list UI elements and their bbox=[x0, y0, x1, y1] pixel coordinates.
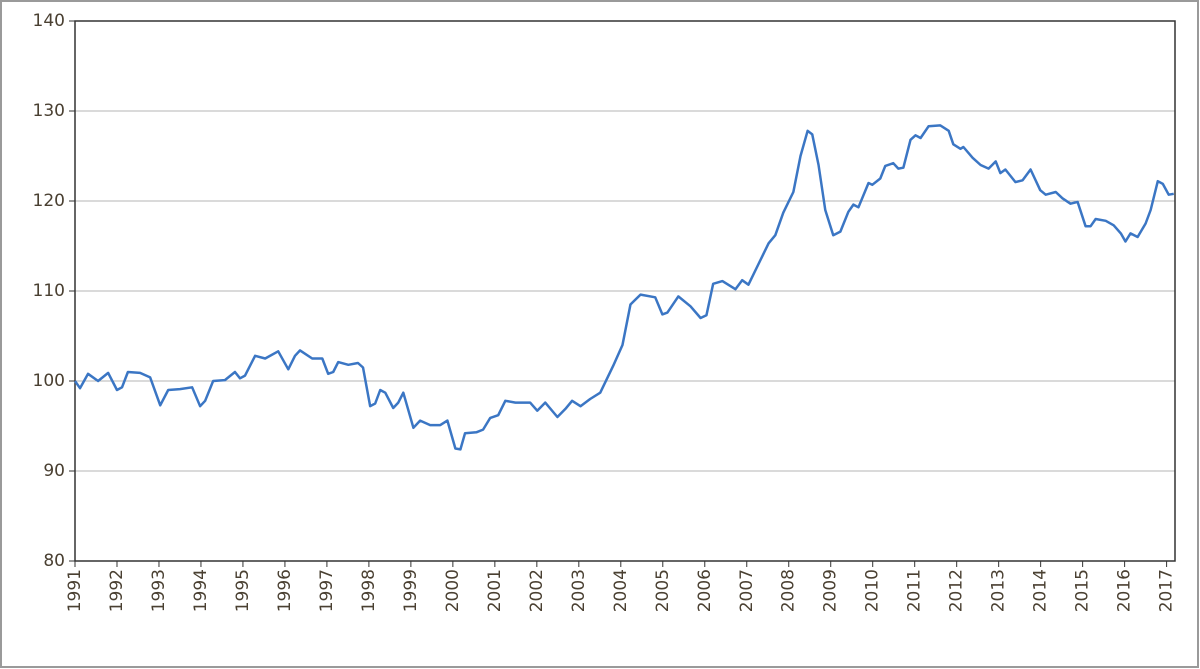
y-tick-label: 130 bbox=[33, 101, 65, 121]
x-tick-label: 1998 bbox=[359, 569, 379, 612]
x-tick-label: 2001 bbox=[485, 569, 505, 612]
y-tick-label: 80 bbox=[43, 551, 65, 571]
x-tick-label: 2006 bbox=[695, 569, 715, 612]
x-tick-label: 1999 bbox=[401, 569, 421, 612]
x-tick-label: 2003 bbox=[569, 569, 589, 612]
x-tick-label: 1997 bbox=[317, 569, 337, 612]
data-line bbox=[73, 124, 1174, 451]
x-tick-label: 2002 bbox=[527, 569, 547, 612]
x-tick-label: 2000 bbox=[443, 569, 463, 612]
x-tick-label: 1992 bbox=[107, 569, 127, 612]
x-tick-label: 2015 bbox=[1073, 569, 1093, 612]
x-tick-label: 2016 bbox=[1115, 569, 1135, 612]
x-tick-label: 2004 bbox=[611, 569, 631, 612]
x-tick-label: 2010 bbox=[863, 569, 883, 612]
x-tick-label: 1994 bbox=[191, 569, 211, 612]
x-tick-label: 2007 bbox=[737, 569, 757, 612]
x-tick-label: 2017 bbox=[1157, 569, 1177, 612]
x-tick-label: 2013 bbox=[989, 569, 1009, 612]
y-tick-label: 140 bbox=[33, 11, 65, 31]
y-tick-label: 100 bbox=[33, 371, 65, 391]
x-tick-label: 2009 bbox=[821, 569, 841, 612]
x-tick-label: 1996 bbox=[275, 569, 295, 612]
x-tick-label: 1993 bbox=[149, 569, 169, 612]
x-tick-label: 2012 bbox=[947, 569, 967, 612]
x-tick-label: 2008 bbox=[779, 569, 799, 612]
y-tick-label: 90 bbox=[43, 461, 65, 481]
x-tick-label: 2011 bbox=[905, 569, 925, 612]
plot-frame bbox=[74, 20, 1176, 562]
x-tick-label: 2005 bbox=[653, 569, 673, 612]
x-tick-label: 2014 bbox=[1031, 569, 1051, 612]
x-tick-label: 1991 bbox=[65, 569, 85, 612]
y-tick-label: 120 bbox=[33, 191, 65, 211]
x-tick-label: 1995 bbox=[233, 569, 253, 612]
y-tick-label: 110 bbox=[33, 281, 65, 301]
